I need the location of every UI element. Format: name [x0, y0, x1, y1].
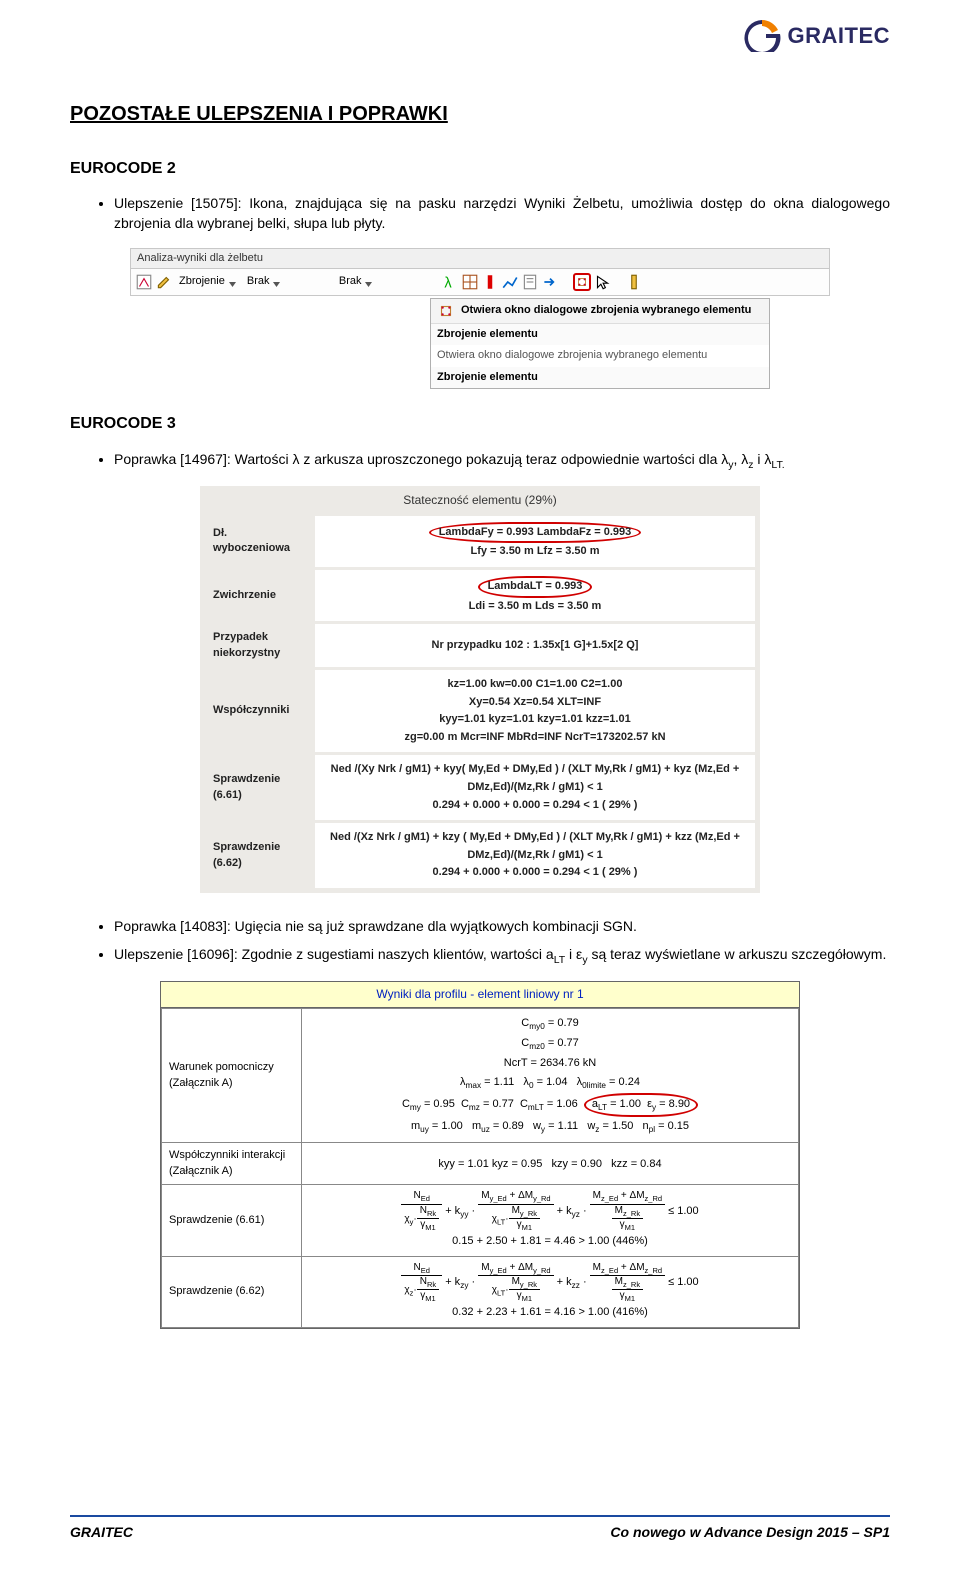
grid-icon — [461, 273, 479, 291]
chart-line-icon — [501, 273, 519, 291]
ec3-bullet-2: Poprawka [14083]: Ugięcia nie są już spr… — [114, 917, 890, 937]
stability-title: Stateczność elementu (29%) — [202, 488, 758, 513]
stability-row-value: kz=1.00 kw=0.00 C1=1.00 C2=1.00Xy=0.54 X… — [314, 668, 757, 753]
caret-icon — [365, 278, 372, 285]
stability-row-value: Ned /(Xz Nrk / gM1) + kzy ( My,Ed + DMy,… — [314, 822, 757, 890]
zbrojenie-icon — [135, 273, 153, 291]
ec3-bullet-3: Ulepszenie [16096]: Zgodnie z sugestiami… — [114, 945, 890, 967]
stability-row-value: Nr przypadku 102 : 1.35x[1 G]+1.5x[2 Q] — [314, 623, 757, 669]
brand-logo: GRAITEC — [742, 20, 891, 52]
results-row-label: Współczynniki interakcji (Załącznik A) — [162, 1143, 302, 1185]
bar-red-icon — [481, 273, 499, 291]
results-row-label: Warunek pomocniczy (Załącznik A) — [162, 1008, 302, 1143]
toolbar-dropdown-2[interactable]: Brak — [243, 269, 333, 295]
results-row-value: kyy = 1.01 kyz = 0.95 kzy = 0.90 kzz = 0… — [302, 1143, 799, 1185]
page-title: POZOSTAŁE ULEPSZENIA I POPRAWKI — [70, 100, 890, 128]
toolbar-row: Zbrojenie Brak Brak λ — [130, 268, 830, 296]
caret-icon — [229, 278, 236, 285]
stability-table: Dł. wyboczeniowaLambdaFy = 0.993 LambdaF… — [202, 513, 758, 891]
stability-row-value: LambdaFy = 0.993 LambdaFz = 0.993Lfy = 3… — [314, 514, 757, 568]
results-row-label: Sprawdzenie (6.62) — [162, 1256, 302, 1327]
toolbar-screenshot: Analiza-wyniki dla żelbetu Zbrojenie Bra… — [130, 248, 830, 390]
footer-right: Co nowego w Advance Design 2015 – SP1 — [610, 1523, 890, 1543]
pencil-icon — [155, 273, 173, 291]
results-title: Wyniki dla profilu - element liniowy nr … — [161, 982, 799, 1008]
column-icon — [625, 273, 643, 291]
footer-left: GRAITEC — [70, 1523, 133, 1543]
arrow-cursor-icon — [593, 273, 611, 291]
toolbar-dropdown-3[interactable]: Brak — [335, 269, 425, 295]
ec3-bullet-1: Poprawka [14967]: Wartości λ z arkusza u… — [114, 450, 890, 472]
logo-text: GRAITEC — [788, 21, 891, 52]
results-table: Warunek pomocniczy (Załącznik A)Cmy0 = 0… — [161, 1008, 799, 1328]
ec2-bullet-1: Ulepszenie [15075]: Ikona, znajdująca si… — [114, 194, 890, 233]
ec2-bullets: Ulepszenie [15075]: Ikona, znajdująca si… — [70, 194, 890, 233]
results-row-value: Cmy0 = 0.79Cmz0 = 0.77NcrT = 2634.76 kNλ… — [302, 1008, 799, 1143]
results-table-wrap: Wyniki dla profilu - element liniowy nr … — [160, 981, 800, 1329]
section-ec3-heading: EUROCODE 3 — [70, 413, 890, 435]
section-ec2-heading: EUROCODE 2 — [70, 158, 890, 180]
stability-row-label: Dł. wyboczeniowa — [204, 514, 314, 568]
rebar-small-icon — [437, 302, 455, 320]
stability-row-value: Ned /(Xy Nrk / gM1) + kyy( My,Ed + DMy,E… — [314, 754, 757, 822]
stability-row-label: Przypadek niekorzystny — [204, 623, 314, 669]
stability-table-wrap: Stateczność elementu (29%) Dł. wyboczeni… — [200, 486, 760, 893]
stability-row-label: Sprawdzenie (6.62) — [204, 822, 314, 890]
ec3-bullets-2: Poprawka [14083]: Ugięcia nie są już spr… — [70, 917, 890, 967]
logo-icon — [742, 20, 782, 52]
lambda-icon: λ — [441, 273, 459, 291]
ec3-bullets-1: Poprawka [14967]: Wartości λ z arkusza u… — [70, 450, 890, 472]
highlighted-rebar-icon[interactable] — [573, 273, 591, 291]
arrow-icon — [541, 273, 559, 291]
page-footer: GRAITEC Co nowego w Advance Design 2015 … — [70, 1515, 890, 1543]
caret-icon — [273, 278, 280, 285]
stability-row-value: LambdaLT = 0.993Ldi = 3.50 m Lds = 3.50 … — [314, 569, 757, 623]
tooltip: Otwiera okno dialogowe zbrojenia wybrane… — [430, 298, 770, 389]
svg-text:λ: λ — [444, 276, 452, 291]
toolbar-title: Analiza-wyniki dla żelbetu — [130, 248, 830, 268]
doc-icon — [521, 273, 539, 291]
stability-row-label: Zwichrzenie — [204, 569, 314, 623]
stability-row-label: Współczynniki — [204, 668, 314, 753]
results-row-value: NEdχz·NRkγM1 + kzy · My_Ed + ΔMy_RdχLT·M… — [302, 1256, 799, 1327]
stability-row-label: Sprawdzenie (6.61) — [204, 754, 314, 822]
results-row-value: NEdχy·NRkγM1 + kyy · My_Ed + ΔMy_RdχLT·M… — [302, 1185, 799, 1256]
results-row-label: Sprawdzenie (6.61) — [162, 1185, 302, 1256]
toolbar-dropdown-1[interactable]: Zbrojenie — [175, 269, 241, 295]
